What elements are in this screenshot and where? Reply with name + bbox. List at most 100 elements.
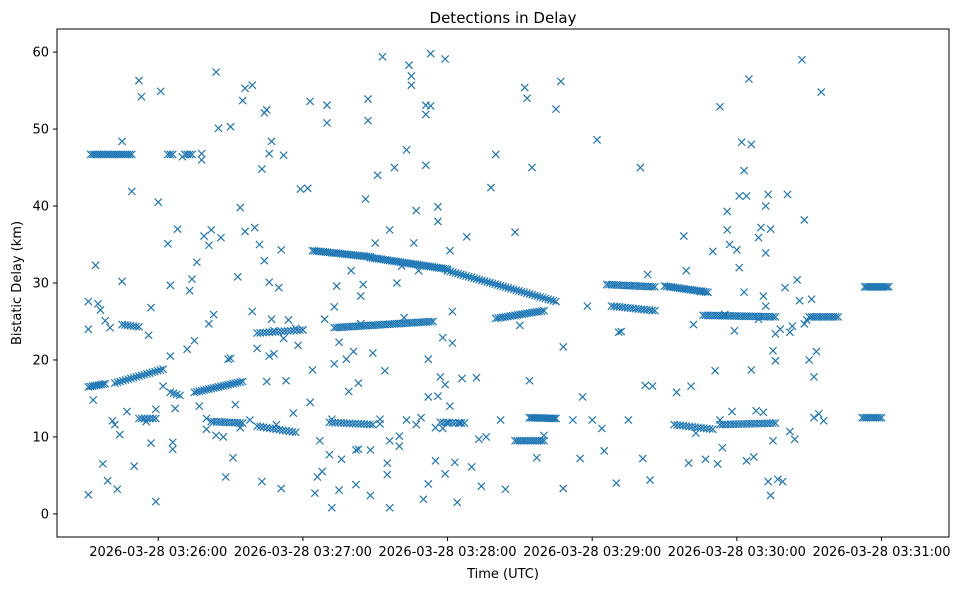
data-point xyxy=(295,326,304,335)
data-point xyxy=(298,325,307,334)
data-point xyxy=(322,118,332,127)
data-point xyxy=(204,385,213,394)
data-point xyxy=(759,408,768,417)
data-point xyxy=(407,71,416,80)
data-point xyxy=(151,405,160,414)
data-point xyxy=(525,289,534,298)
data-point xyxy=(450,458,459,467)
data-point xyxy=(448,268,457,277)
data-point xyxy=(385,436,394,445)
data-point xyxy=(512,286,521,295)
data-point xyxy=(349,347,358,356)
data-point xyxy=(231,400,240,409)
data-point xyxy=(145,369,154,378)
data-point xyxy=(175,391,184,400)
x-tick-label: 2026-03-28 03:31:00 xyxy=(812,545,950,560)
data-point xyxy=(146,303,156,312)
data-point xyxy=(289,409,298,418)
data-point xyxy=(687,382,696,391)
data-point xyxy=(445,402,454,411)
data-point xyxy=(457,374,467,383)
data-point xyxy=(146,439,156,448)
data-point xyxy=(383,470,392,479)
data-point xyxy=(308,365,317,375)
data-point xyxy=(257,165,266,174)
data-point xyxy=(233,272,242,281)
data-point xyxy=(583,302,592,311)
data-point xyxy=(817,88,826,97)
data-point xyxy=(134,372,143,381)
data-point xyxy=(648,282,657,291)
data-point xyxy=(127,187,136,196)
data-point xyxy=(269,349,278,358)
data-point xyxy=(212,431,221,440)
data-point xyxy=(812,347,821,356)
data-point xyxy=(409,238,418,248)
data-point xyxy=(480,277,489,286)
data-point xyxy=(643,270,652,279)
data-point xyxy=(528,290,537,299)
data-point xyxy=(735,263,744,272)
data-point xyxy=(482,432,491,441)
data-point xyxy=(448,339,457,348)
data-point xyxy=(159,365,168,374)
data-point xyxy=(501,485,510,494)
data-point xyxy=(533,292,542,301)
data-point xyxy=(754,233,763,242)
data-point xyxy=(400,313,409,322)
data-point xyxy=(424,392,433,401)
data-point xyxy=(472,373,481,382)
data-point xyxy=(204,241,213,250)
data-point xyxy=(761,302,770,311)
data-point xyxy=(493,280,502,289)
data-point xyxy=(462,271,471,280)
data-point xyxy=(238,419,247,428)
data-point xyxy=(491,280,500,289)
data-point xyxy=(568,415,577,425)
data-point xyxy=(159,382,168,391)
data-point xyxy=(96,305,105,314)
data-point xyxy=(550,414,559,423)
data-point xyxy=(202,385,211,394)
data-point xyxy=(142,417,151,426)
data-point xyxy=(113,378,122,387)
data-point xyxy=(89,395,98,405)
y-tick-label: 20 xyxy=(32,353,49,368)
data-point xyxy=(802,315,811,324)
data-point xyxy=(279,334,288,343)
data-point xyxy=(363,116,373,125)
data-point xyxy=(514,286,524,295)
data-point xyxy=(469,274,479,283)
data-point xyxy=(552,105,561,114)
data-point xyxy=(219,432,228,441)
data-point xyxy=(354,445,363,454)
data-point xyxy=(617,327,626,336)
data-point xyxy=(224,380,233,389)
data-point xyxy=(366,445,375,455)
data-point xyxy=(520,288,529,297)
data-point xyxy=(515,321,524,330)
data-point xyxy=(137,371,146,380)
data-point xyxy=(395,432,404,441)
data-point xyxy=(520,83,529,92)
data-point xyxy=(294,341,303,350)
data-point xyxy=(306,97,315,106)
data-point xyxy=(207,225,216,234)
data-point xyxy=(756,223,765,232)
data-point xyxy=(776,325,785,334)
data-point xyxy=(441,54,450,64)
data-point xyxy=(424,479,433,488)
data-point xyxy=(431,423,440,432)
data-point xyxy=(209,310,218,319)
data-point xyxy=(185,286,194,295)
data-point xyxy=(366,491,375,500)
data-point xyxy=(875,413,884,422)
data-point xyxy=(259,423,268,432)
data-point xyxy=(761,248,770,258)
data-point xyxy=(737,138,746,147)
data-point xyxy=(192,258,201,267)
data-point xyxy=(224,355,233,364)
data-point xyxy=(212,383,221,392)
data-point xyxy=(365,420,374,429)
data-point xyxy=(747,365,756,375)
